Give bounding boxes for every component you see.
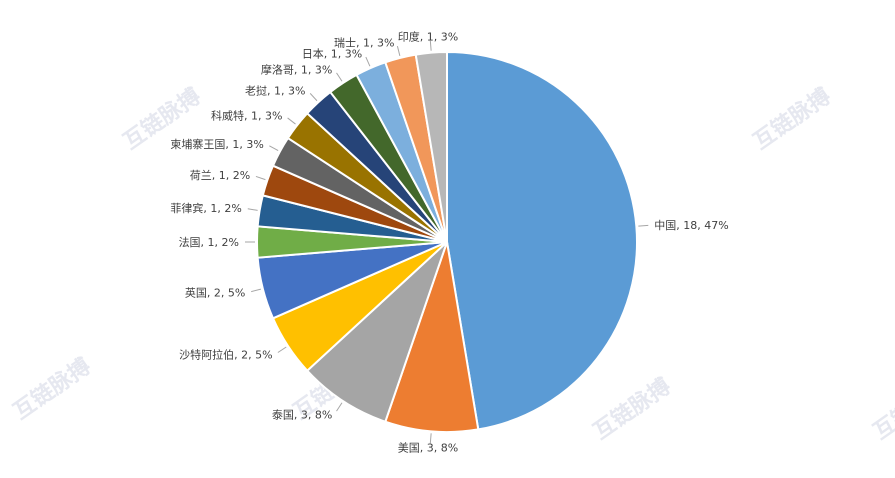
data-label: 美国, 3, 8% — [398, 441, 458, 454]
watermark: 互链脉搏 — [589, 373, 676, 445]
data-label: 老挝, 1, 3% — [245, 83, 305, 97]
leader-line — [255, 175, 266, 181]
data-label: 泰国, 3, 8% — [272, 407, 332, 421]
data-label: 中国, 18, 47% — [654, 219, 728, 232]
data-label: 沙特阿拉伯, 2, 5% — [179, 348, 272, 362]
data-label: 印度, 1, 3% — [398, 30, 458, 44]
pie-slice-2 — [305, 241, 448, 423]
data-label: 摩洛哥, 1, 3% — [261, 63, 332, 77]
watermark: 互链脉搏 — [869, 373, 895, 445]
data-label: 法国, 1, 2% — [179, 235, 239, 249]
pie-slice-14 — [414, 50, 448, 243]
leader-line — [429, 40, 432, 51]
leader-line — [396, 46, 401, 56]
data-label: 菲律宾, 1, 2% — [170, 201, 241, 215]
leader-line — [336, 402, 343, 412]
leader-line — [251, 288, 261, 293]
leader-line — [638, 224, 649, 227]
data-label: 英国, 2, 5% — [185, 286, 245, 300]
leader-line — [269, 145, 279, 152]
watermark: 互链脉搏 — [9, 353, 96, 425]
leader-line — [287, 117, 296, 125]
leader-line — [309, 93, 318, 102]
pie-slice-0 — [446, 50, 638, 431]
data-label: 日本, 1, 3% — [302, 46, 362, 60]
data-label: 瑞士, 1, 3% — [334, 35, 394, 49]
watermark: 互链脉搏 — [749, 83, 836, 155]
leader-line — [247, 208, 258, 211]
data-label: 荷兰, 1, 2% — [190, 169, 250, 182]
data-label: 科威特, 1, 3% — [211, 108, 282, 122]
leader-line — [365, 56, 371, 67]
leader-line — [277, 346, 287, 353]
data-label: 柬埔寨王国, 1, 3% — [170, 137, 263, 151]
pie-slice-1 — [384, 241, 480, 433]
leader-line — [429, 433, 432, 444]
leader-line — [336, 72, 343, 82]
